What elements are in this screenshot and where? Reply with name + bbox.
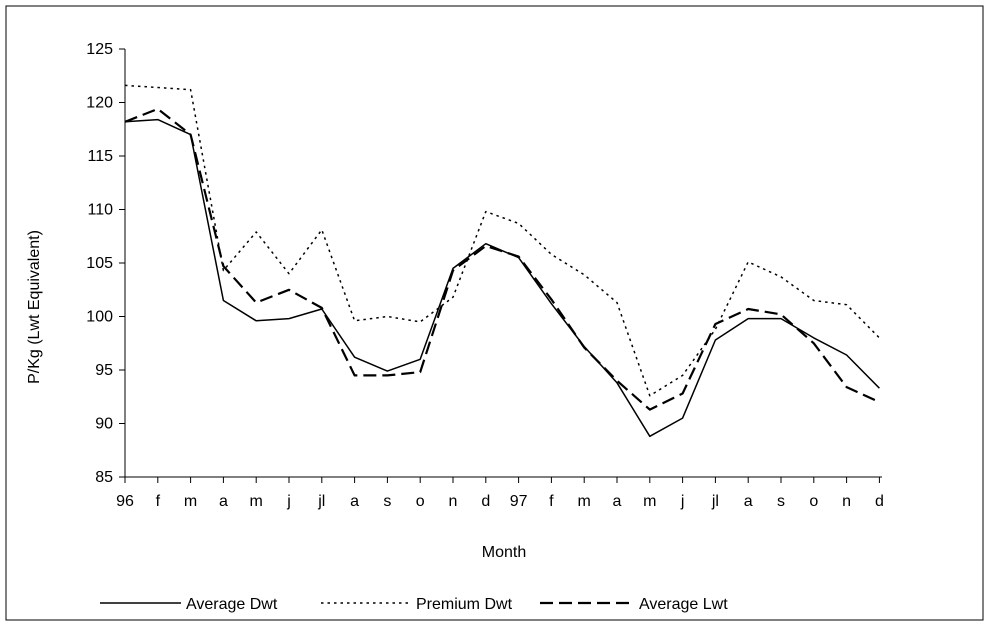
x-tick-label: jl (317, 493, 325, 510)
y-tick-label: 125 (86, 41, 113, 58)
legend-label-premium-dwt: Premium Dwt (416, 596, 513, 613)
x-axis-title: Month (482, 544, 526, 561)
x-tick-label: a (744, 493, 753, 510)
y-tick-label: 100 (86, 309, 113, 326)
y-tick-label: 120 (86, 95, 113, 112)
legend: Average Dwt Premium Dwt Average Lwt (100, 596, 728, 613)
x-tick-label: d (875, 493, 884, 510)
x-tick-label: 97 (510, 493, 528, 510)
x-tick-label: m (643, 493, 656, 510)
x-tick-label: a (350, 493, 359, 510)
x-tick-label: j (286, 493, 291, 510)
x-tick-label: s (777, 493, 785, 510)
x-tick-label: o (809, 493, 818, 510)
x-tick-label: f (549, 493, 554, 510)
legend-label-average-dwt: Average Dwt (186, 596, 278, 613)
y-tick-label: 105 (86, 255, 113, 272)
x-tick-label: j (680, 493, 685, 510)
x-tick-label: jl (711, 493, 719, 510)
x-tick-label: s (383, 493, 391, 510)
y-tick-label: 95 (95, 362, 113, 379)
x-tick-label: f (156, 493, 161, 510)
y-tick-label: 115 (87, 148, 113, 165)
series-line-average-lwt (124, 107, 880, 411)
y-axis-title: P/Kg (Lwt Equivalent) (26, 230, 43, 384)
x-tick-label: o (416, 493, 425, 510)
x-tick-label: m (184, 493, 197, 510)
x-tick-label: a (219, 493, 228, 510)
x-tick-label: m (250, 493, 263, 510)
y-tick-label: 90 (95, 416, 113, 433)
chart-border (5, 5, 984, 621)
x-tick-label: n (449, 493, 458, 510)
y-tick-label: 85 (95, 469, 113, 486)
x-tick-label: n (842, 493, 851, 510)
x-tick-label: d (481, 493, 490, 510)
x-tick-label: a (613, 493, 622, 510)
x-tick-label: 96 (116, 493, 134, 510)
legend-label-average-lwt: Average Lwt (639, 596, 728, 613)
plot-area: 85 90 95 100 105 110 115 120 125 96 f m a m j jl a s o n d 97… (86, 41, 884, 510)
y-tick-label: 110 (87, 202, 113, 219)
x-tick-label: m (578, 493, 591, 510)
